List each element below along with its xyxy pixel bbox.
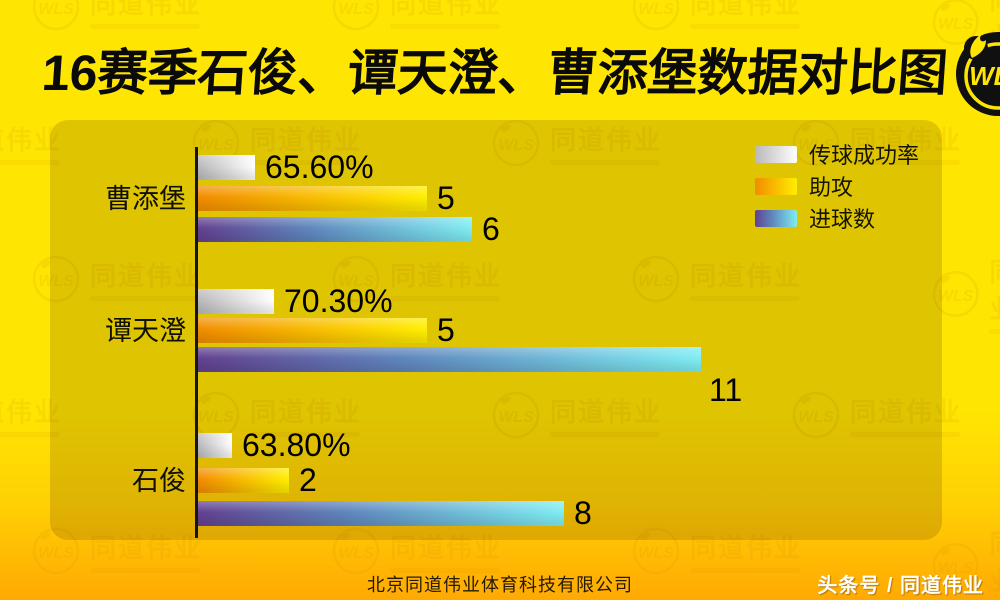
player-label: 曹添堡	[105, 184, 186, 214]
value-label-assists: 5	[437, 312, 455, 348]
bar-shade	[198, 289, 274, 314]
value-label-assists: 5	[437, 180, 455, 216]
value-label-pass-rate: 70.30%	[284, 283, 393, 319]
svg-text:WLS: WLS	[638, 545, 674, 562]
bar-goals	[198, 347, 701, 372]
legend-item-assists: 助攻	[755, 170, 940, 202]
bar-shade	[198, 501, 564, 526]
bar-pass-rate	[198, 155, 255, 180]
legend-swatch-goals	[755, 209, 797, 227]
bar-shade	[198, 186, 427, 211]
bar-shade	[198, 347, 701, 372]
bar-shade	[198, 155, 255, 180]
value-label-pass-rate: 63.80%	[242, 427, 351, 463]
svg-text:WLS: WLS	[38, 545, 74, 562]
bar-assists	[198, 468, 289, 493]
watermark-caption-bar	[690, 23, 800, 29]
legend-item-pass-rate: 传球成功率	[755, 138, 940, 170]
legend-label: 传球成功率	[809, 143, 920, 168]
wls-logo-icon: WLS	[955, 32, 1000, 116]
wls-watermark-icon: WLS	[32, 0, 80, 31]
legend-item-goals: 进球数	[755, 202, 940, 234]
chart-panel: 传球成功率 助攻 进球数 曹添堡 65.60% 5 6 谭天澄 70.30% 5 11 石俊 63…	[50, 120, 942, 540]
bar-goals	[198, 501, 564, 526]
svg-text:WLS: WLS	[638, 1, 674, 18]
legend-label: 助攻	[809, 175, 854, 200]
y-axis-line	[195, 147, 198, 538]
bar-assists	[198, 318, 427, 343]
brand-watermark: WLS 同道伟业	[30, 0, 202, 32]
watermark-caption-bar	[989, 329, 1000, 334]
title-bar: 16赛季石俊、谭天澄、曹添堡数据对比图 WLS	[40, 30, 1000, 118]
watermark-text: 同道伟业	[90, 0, 202, 29]
player-label: 谭天澄	[105, 316, 186, 346]
chart-legend: 传球成功率 助攻 进球数	[755, 138, 940, 234]
svg-text:WLS: WLS	[938, 288, 974, 305]
value-label-goals: 11	[709, 372, 743, 408]
svg-text:WLS: WLS	[38, 1, 74, 18]
value-label-goals: 8	[574, 495, 592, 531]
legend-label: 进球数	[809, 207, 876, 232]
bar-shade	[198, 217, 472, 242]
wls-watermark-icon: WLS	[332, 0, 380, 31]
footer-company-name: 北京同道伟业体育科技有限公司	[367, 575, 633, 595]
legend-swatch-pass-rate	[755, 145, 797, 163]
watermark-text: 同道伟业	[390, 0, 502, 29]
svg-text:WLS: WLS	[338, 1, 374, 18]
bar-shade	[198, 433, 232, 458]
brand-watermark: WLS 同道伟业	[630, 0, 802, 32]
page-title: 16赛季石俊、谭天澄、曹添堡数据对比图	[40, 45, 950, 102]
watermark-text: 同道伟业	[690, 0, 802, 29]
svg-text:WLS: WLS	[338, 545, 374, 562]
watermark-text: 同道伟业	[989, 252, 1000, 334]
value-label-pass-rate: 65.60%	[265, 149, 374, 185]
player-label: 石俊	[132, 466, 186, 496]
bar-shade	[198, 318, 427, 343]
bar-goals	[198, 217, 472, 242]
footer-toutiao-account: 头条号 / 同道伟业	[817, 575, 984, 597]
bar-chart: 传球成功率 助攻 进球数 曹添堡 65.60% 5 6 谭天澄 70.30% 5 11 石俊 63…	[50, 120, 942, 540]
bar-assists	[198, 186, 427, 211]
svg-text:WLS: WLS	[969, 61, 1000, 91]
legend-swatch-assists	[755, 177, 797, 195]
bar-pass-rate	[198, 433, 232, 458]
brand-watermark: WLS 同道伟业	[330, 0, 502, 32]
wls-watermark-icon: WLS	[632, 0, 680, 31]
bar-shade	[198, 468, 289, 493]
value-label-goals: 6	[482, 211, 500, 247]
watermark-caption-bar	[90, 23, 200, 29]
bar-pass-rate	[198, 289, 274, 314]
watermark-caption-bar	[390, 23, 500, 29]
value-label-assists: 2	[299, 462, 317, 498]
